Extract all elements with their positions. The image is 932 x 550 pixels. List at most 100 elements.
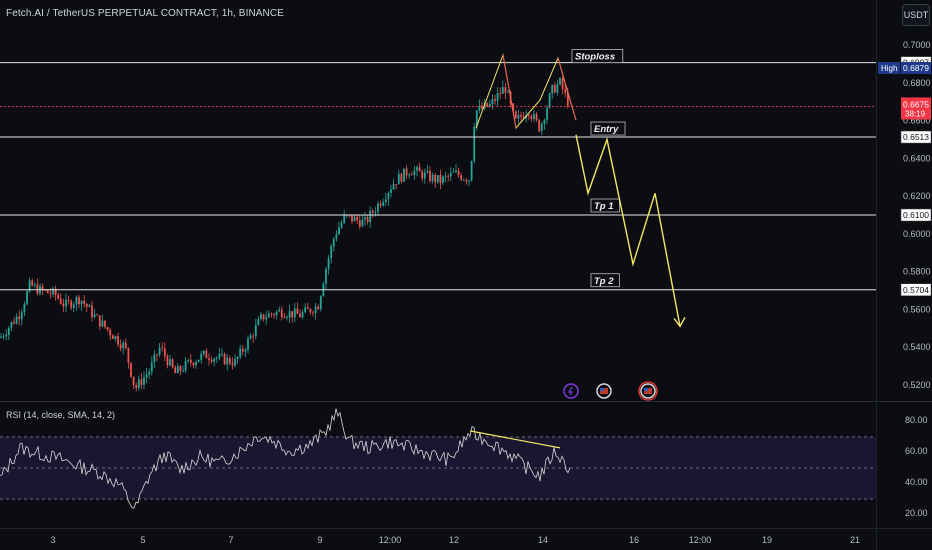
time-tick-label: 7 (228, 535, 233, 545)
candle-body (395, 184, 398, 185)
candle-body (343, 215, 346, 223)
candle-body (119, 344, 122, 349)
price-tick-label: 0.6200 (903, 191, 931, 201)
candle-body (85, 303, 88, 307)
time-tick-label: 9 (317, 535, 322, 545)
candle-body (504, 87, 507, 93)
level-price-label: 0.6513 (903, 132, 929, 142)
candle-body (462, 179, 465, 181)
candle-body (330, 246, 333, 259)
candle-body (384, 199, 387, 202)
candle-body (270, 313, 273, 315)
candle-body (306, 307, 309, 309)
candle-body (153, 354, 156, 363)
candle-body (210, 359, 213, 362)
candle-body (176, 366, 179, 374)
candle-body (353, 217, 356, 222)
rsi-tick-label: 80.00 (905, 415, 928, 425)
candle-body (145, 374, 148, 378)
candle-body (403, 168, 405, 182)
level-label: Tp 1 (594, 201, 614, 212)
candle-body (452, 172, 455, 173)
candle-body (171, 359, 174, 368)
candle-body (41, 286, 44, 290)
candle-body (122, 342, 125, 349)
candle-body (507, 91, 509, 93)
price-tick-label: 0.5800 (903, 267, 931, 277)
candle-body (72, 304, 75, 308)
candle-body (426, 170, 429, 173)
level-price-label: 0.5704 (903, 285, 929, 295)
candle-body (5, 334, 8, 337)
pattern-accent (502, 54, 517, 129)
candle-body (280, 309, 283, 318)
countdown-label: 38:19 (905, 109, 926, 118)
price-tick-label: 0.6400 (903, 153, 931, 163)
level-price-tag (900, 130, 932, 144)
candle-body (379, 203, 382, 206)
candle-body (408, 174, 411, 176)
price-tick-label: 0.6800 (903, 78, 931, 88)
candle-body (140, 379, 143, 385)
candle-body (7, 327, 10, 335)
candle-body (111, 335, 114, 339)
candle-body (187, 359, 190, 361)
candle-body (559, 78, 561, 85)
candle-body (184, 360, 187, 371)
candle-body (13, 321, 15, 324)
candle-body (202, 350, 205, 354)
candle-body (179, 366, 182, 371)
candle-body (221, 353, 223, 355)
candle-body (527, 115, 530, 117)
candle-body (241, 348, 244, 352)
rsi-line (0, 408, 571, 509)
candle-body (351, 215, 353, 222)
candle-body (49, 293, 52, 295)
candle-body (369, 210, 372, 223)
candle-body (366, 217, 369, 223)
candle-body (218, 353, 221, 358)
candle-body (80, 300, 83, 305)
candle-body (410, 174, 413, 176)
candle-body (291, 311, 294, 318)
current-price-label: 0.6675 (903, 99, 929, 109)
candle-body (364, 217, 366, 220)
currency-button[interactable]: USDT (902, 4, 930, 26)
candle-body (304, 307, 307, 313)
candle-body (148, 371, 151, 375)
candle-body (283, 317, 286, 319)
level-price-tag (900, 208, 932, 222)
candle-body (195, 362, 197, 366)
candle-body (491, 99, 494, 105)
candle-body (551, 84, 554, 94)
candle-body (514, 111, 517, 119)
candle-body (457, 170, 460, 176)
candle-body (278, 309, 281, 312)
candle-body (293, 308, 296, 318)
candle-body (434, 174, 437, 183)
candle-body (286, 317, 288, 319)
candle-body (361, 219, 364, 227)
candle-body (106, 327, 109, 330)
price-pane (0, 0, 876, 401)
candle-body (392, 184, 395, 190)
candle-body (137, 379, 140, 388)
candle-body (494, 99, 496, 101)
candle-body (109, 329, 112, 336)
candle-body (314, 306, 317, 314)
candle-body (553, 84, 556, 93)
candle-body (374, 211, 377, 213)
candle-body (319, 296, 322, 310)
projection-line (575, 134, 681, 327)
candle-body (65, 299, 67, 307)
level-label-box (590, 273, 620, 288)
rsi-title: RSI (14, close, SMA, 14, 2) (6, 410, 116, 420)
candle-body (431, 174, 434, 181)
candle-body (127, 348, 130, 363)
candle-body (548, 93, 551, 108)
candle-body (23, 304, 26, 313)
time-tick-label: 12:00 (689, 535, 712, 545)
candle-body (205, 350, 208, 359)
candle-body (150, 362, 153, 372)
